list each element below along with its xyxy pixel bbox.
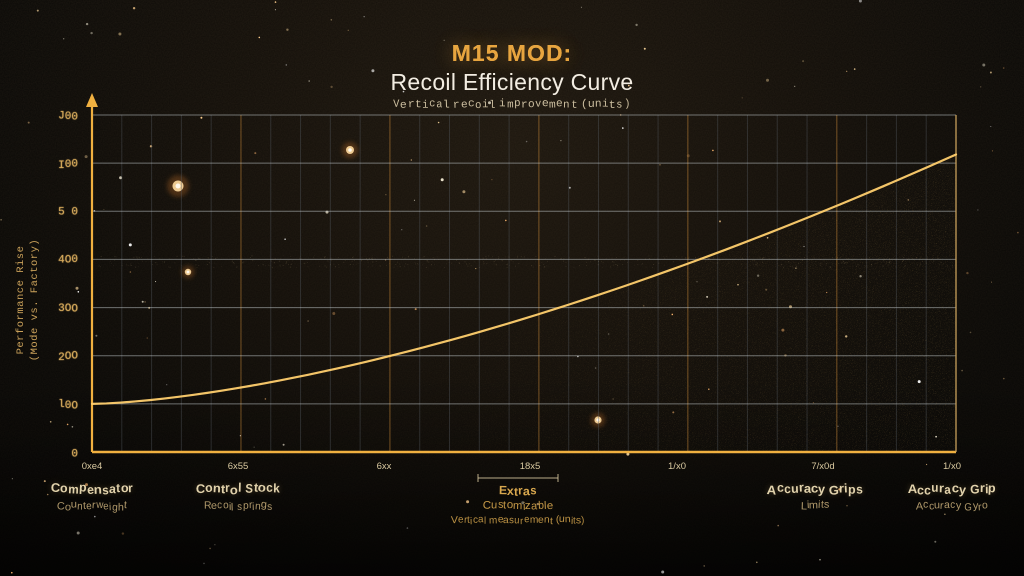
svg-text:0: 0	[71, 449, 78, 461]
svg-text:18x5: 18x5	[520, 461, 541, 472]
svg-text:3OO: 3OO	[58, 303, 78, 316]
svg-text:6xx: 6xx	[377, 461, 392, 472]
svg-text:J00: J00	[58, 110, 78, 123]
svg-text:1/x0: 1/x0	[943, 461, 961, 472]
svg-text:4O0: 4O0	[58, 254, 78, 267]
svg-text:I00: I00	[58, 159, 78, 172]
svg-text:2OO: 2OO	[58, 350, 78, 364]
svg-text:l0O: l0O	[58, 399, 78, 413]
svg-text:5 0: 5 0	[58, 206, 78, 219]
svg-text:7/x0d: 7/x0d	[811, 461, 834, 472]
svg-text:0xe4: 0xe4	[82, 461, 103, 472]
svg-text:6x55: 6x55	[228, 461, 249, 472]
svg-text:1/x0: 1/x0	[668, 461, 686, 472]
